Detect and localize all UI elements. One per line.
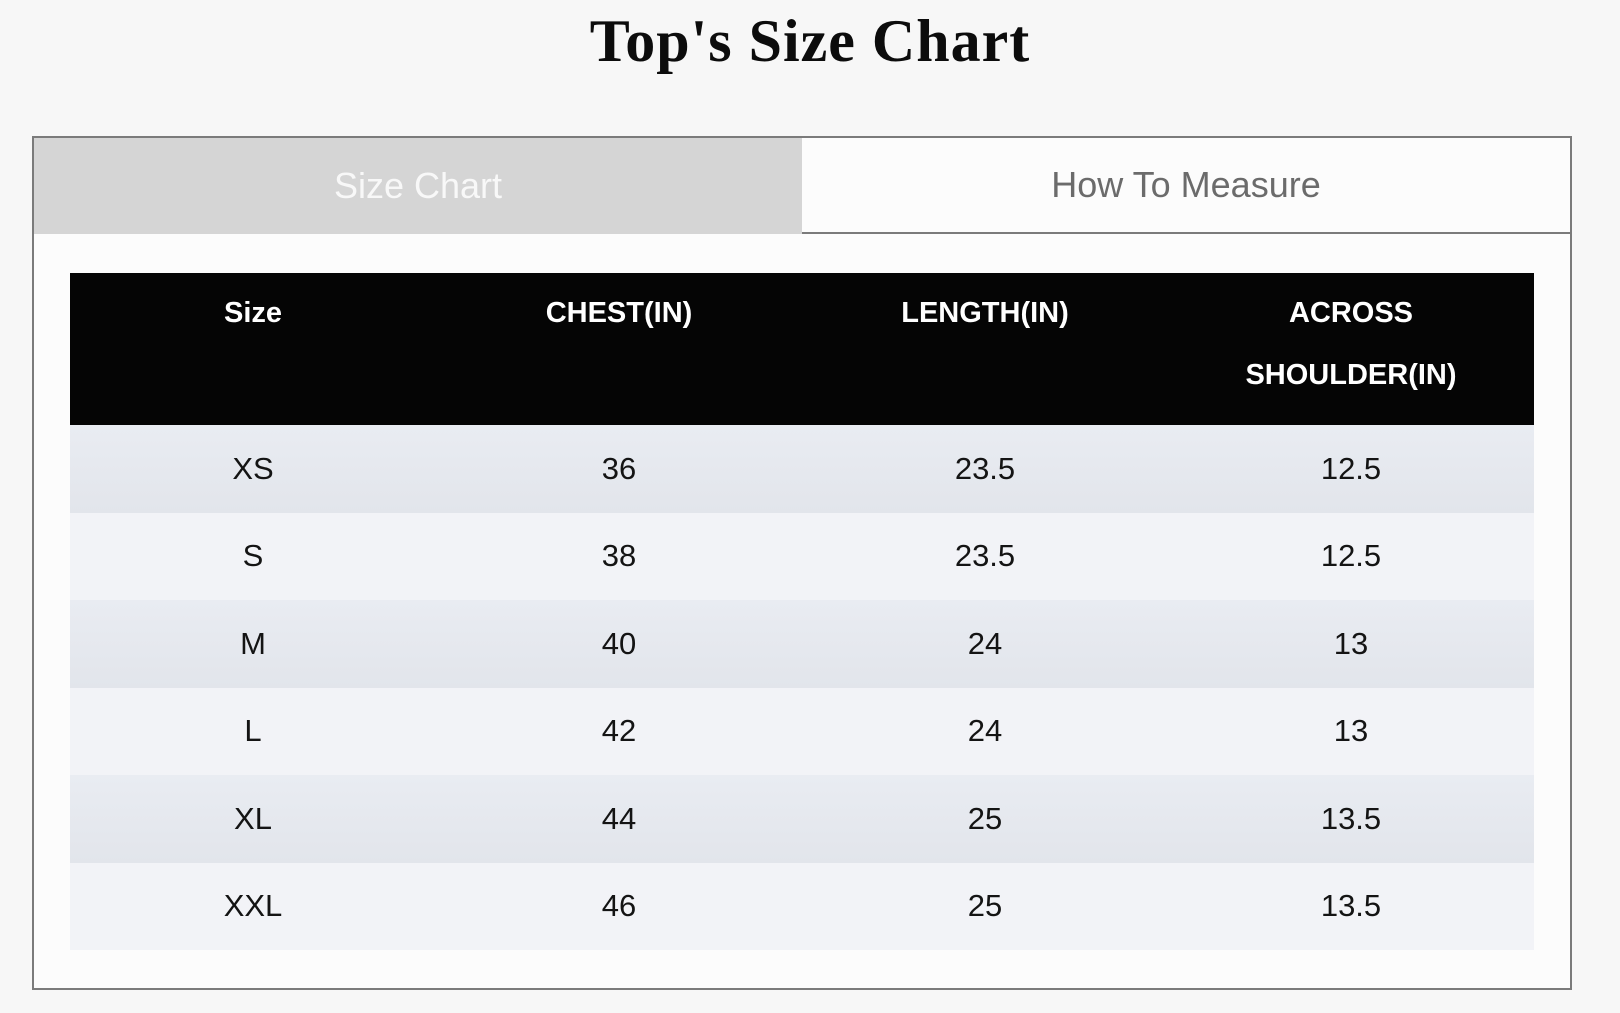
cell-chest: 40 [601,625,637,661]
cell-chest: 42 [601,713,637,749]
tab-how-to-measure-label: How To Measure [1051,164,1321,205]
table-row: L 42 24 13 [70,687,1534,775]
table-row: XXL 46 25 13.5 [70,862,1534,950]
cell-length: 24 [967,713,1003,749]
cell-size: L [244,713,262,749]
cell-length: 24 [967,625,1003,661]
table-row: S 38 23.5 12.5 [70,512,1534,600]
cell-length: 25 [967,800,1003,836]
cell-size: S [242,538,264,574]
cell-across-shoulder: 13 [1333,713,1369,749]
tab-how-to-measure[interactable]: How To Measure [802,138,1570,234]
cell-across-shoulder: 13.5 [1320,888,1382,924]
header-chest: CHEST(IN) [545,297,693,329]
header-length: LENGTH(IN) [901,297,1069,329]
tab-size-chart-label: Size Chart [333,165,503,206]
cell-chest: 44 [601,800,637,836]
cell-chest: 36 [601,450,637,486]
table-row: M 40 24 13 [70,600,1534,688]
cell-across-shoulder: 13 [1333,625,1369,661]
header-size: Size [223,297,283,329]
cell-length: 25 [967,888,1003,924]
table-row: XL 44 25 13.5 [70,775,1534,863]
cell-across-shoulder: 12.5 [1320,450,1382,486]
table-row: XS 36 23.5 12.5 [70,425,1534,513]
cell-across-shoulder: 12.5 [1320,538,1382,574]
cell-chest: 46 [601,888,637,924]
size-chart-panel: Size Chart How To Measure Size CHEST(IN)… [32,136,1572,990]
size-table: Size CHEST(IN) LENGTH(IN) ACROSS SHOULDE… [70,273,1534,950]
page-title: Top's Size Chart [589,8,1031,74]
cell-length: 23.5 [954,450,1016,486]
cell-across-shoulder: 13.5 [1320,800,1382,836]
cell-size: M [240,625,266,661]
cell-length: 23.5 [954,538,1016,574]
cell-size: XXL [223,888,283,924]
cell-chest: 38 [601,538,637,574]
tab-bar: Size Chart How To Measure [34,138,1570,234]
cell-size: XS [232,450,274,486]
header-across-shoulder: ACROSS SHOULDER(IN) [1245,297,1457,391]
cell-size: XL [234,800,272,836]
tab-size-chart[interactable]: Size Chart [34,138,802,234]
size-table-header: Size CHEST(IN) LENGTH(IN) ACROSS SHOULDE… [70,273,1534,425]
